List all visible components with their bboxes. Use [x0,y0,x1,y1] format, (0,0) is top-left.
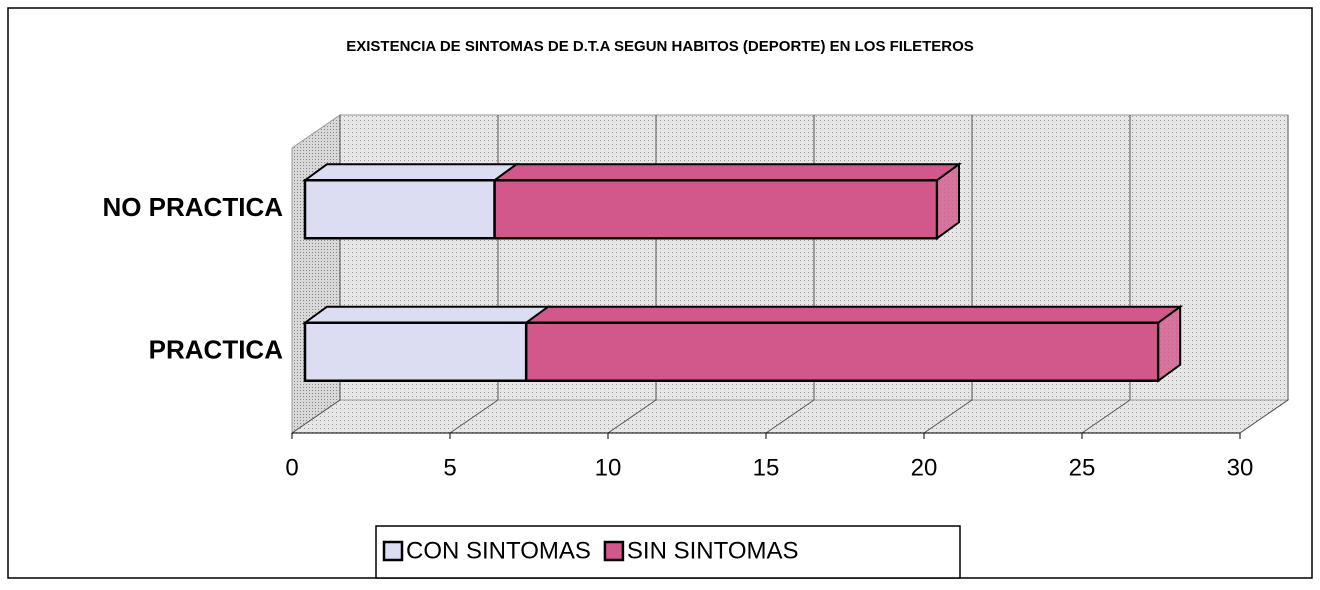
bar-top [523,305,1184,324]
legend-swatch [603,540,625,562]
bar-end [936,162,960,241]
chart-title: EXISTENCIA DE SINTOMAS DE D.T.A SEGUN HA… [346,38,974,55]
bar-top [301,305,552,324]
bar-end [1157,304,1182,383]
bar [303,179,496,240]
bar-top [491,163,963,182]
bar [524,321,1160,382]
y-tick-label: NO PRACTICA [102,192,283,222]
x-tick-label: 25 [1069,454,1096,481]
x-tick-label: 0 [285,454,298,481]
x-tick-label: 10 [595,454,622,481]
floor-grid-line [1239,399,1289,434]
y-tick-label: PRACTICA [149,335,284,365]
legend-box [375,525,961,579]
x-tick-label: 5 [443,454,456,481]
floor-grid-line [923,399,973,434]
floor-grid-line [607,399,657,434]
bar [493,179,939,240]
legend-swatch [382,540,404,562]
bar [303,321,528,382]
legend-label: SIN SINTOMAS [627,537,799,564]
x-tick-label: 15 [753,454,780,481]
floor-grid-line [1081,399,1131,434]
floor-grid-line [765,399,815,434]
x-tick-label: 30 [1227,454,1254,481]
bar-top [301,163,520,182]
side-wall [291,114,341,434]
floor-grid-line [291,399,341,434]
legend-label: CON SINTOMAS [406,537,591,564]
floor-grid-line [449,399,499,434]
x-tick-label: 20 [911,454,938,481]
